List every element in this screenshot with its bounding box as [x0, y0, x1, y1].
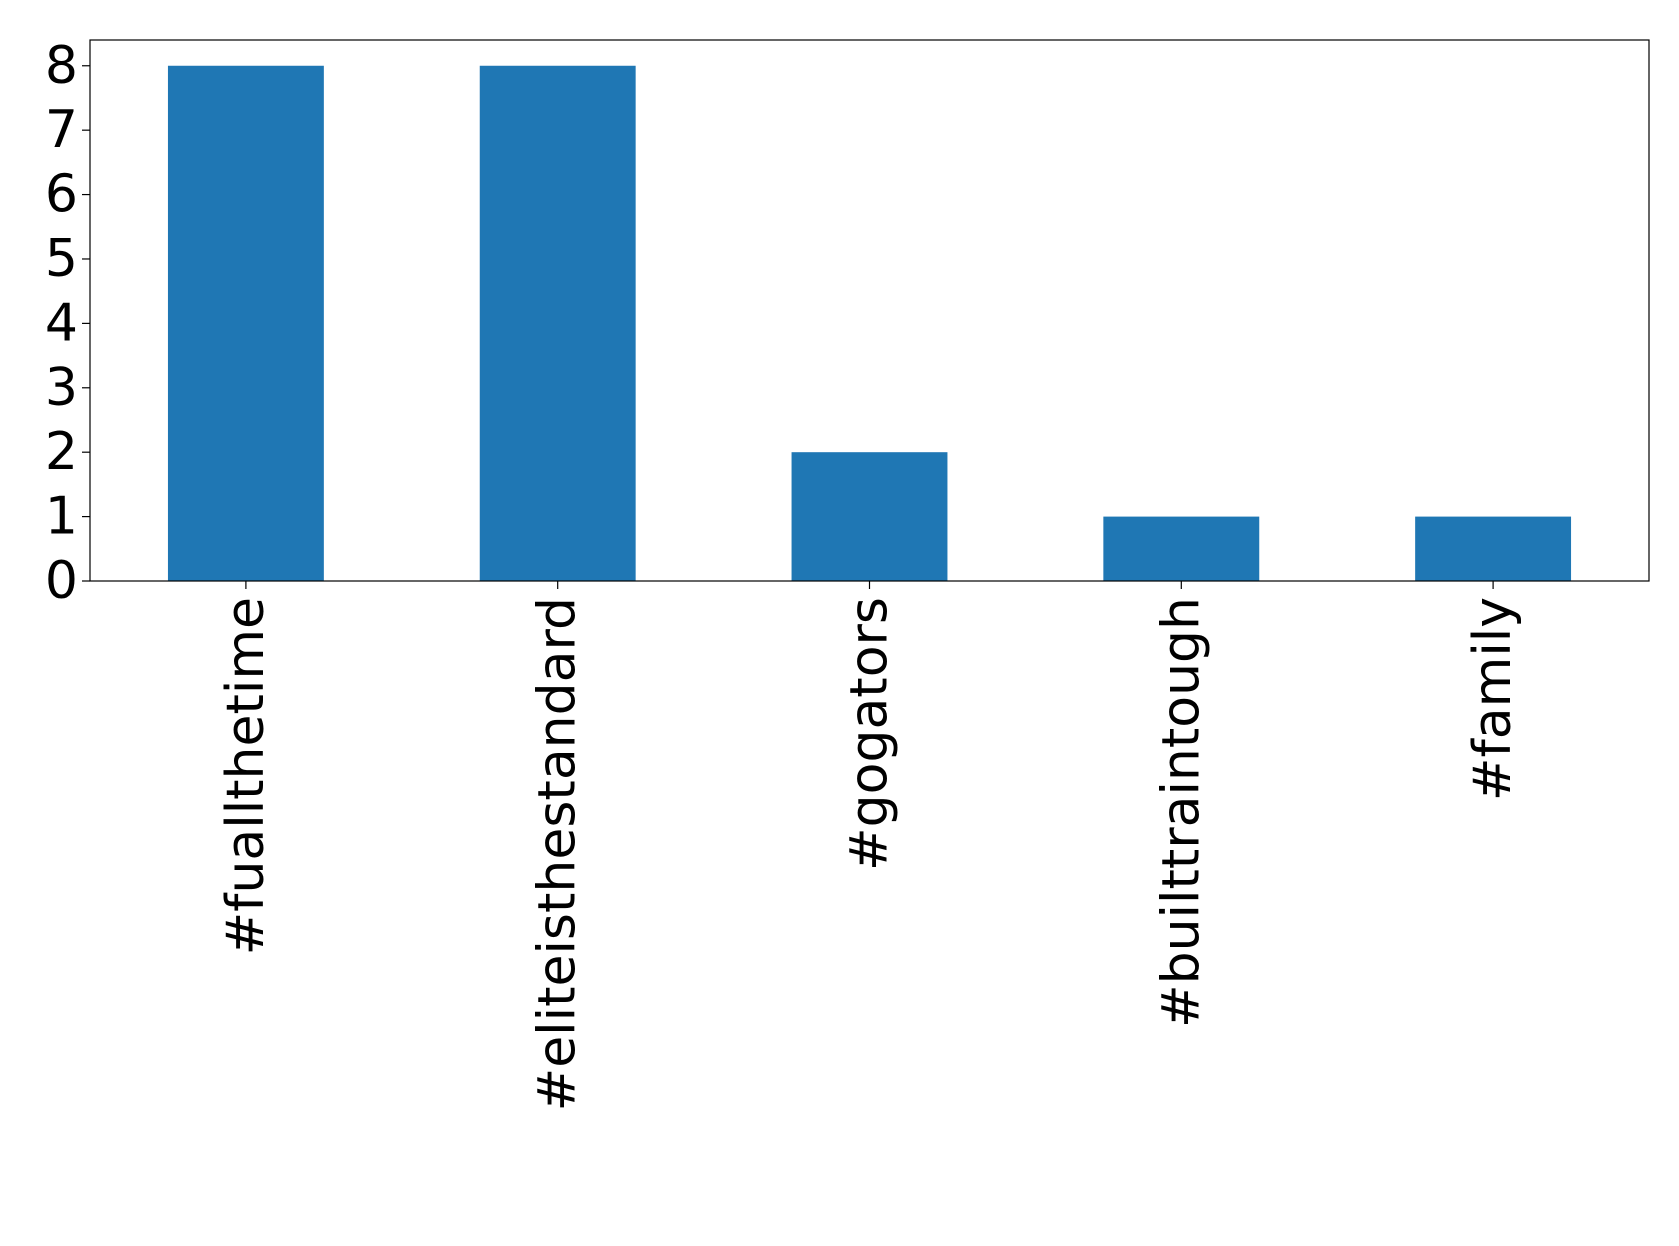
- y-tick-label: 1: [45, 487, 78, 547]
- bar: [479, 65, 636, 581]
- x-tick-label: #fuallthetime: [216, 597, 276, 955]
- y-tick-label: 8: [45, 36, 78, 96]
- y-tick-label: 6: [45, 165, 78, 225]
- plot-frame: [89, 39, 1650, 582]
- y-tick-label: 3: [45, 358, 78, 418]
- x-tick-label: #builttraintough: [1151, 597, 1211, 1028]
- x-tick-label: #family: [1463, 597, 1523, 801]
- y-tick-label: 7: [45, 100, 78, 160]
- y-tick-label: 0: [45, 551, 78, 611]
- bar: [1415, 516, 1572, 581]
- bar: [167, 65, 324, 581]
- y-tick-label: 2: [45, 422, 78, 482]
- bar: [791, 452, 948, 581]
- y-tick-label: 5: [45, 229, 78, 289]
- x-tick-label: #eliteisthestandard: [528, 597, 588, 1111]
- y-tick-label: 4: [45, 293, 78, 353]
- x-tick-label: #gogators: [840, 597, 900, 871]
- bar: [1103, 516, 1260, 581]
